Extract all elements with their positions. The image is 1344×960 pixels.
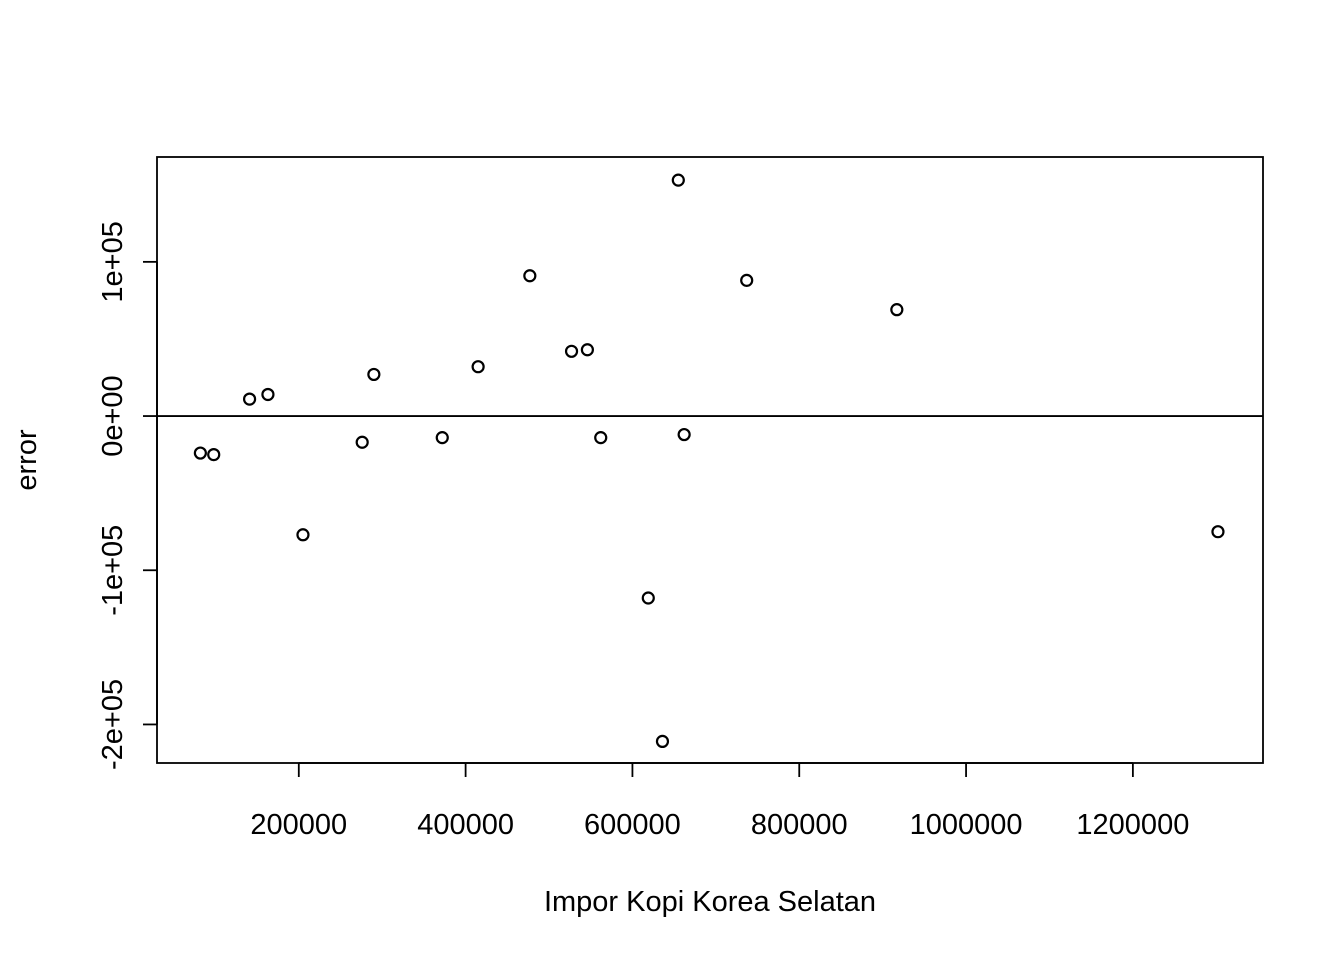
y-tick-label: 0e+00 [97,375,129,456]
data-point [193,446,207,460]
x-tick-label: 1200000 [1076,809,1189,841]
data-point [523,269,537,283]
data-point [435,431,449,445]
x-tick-label: 800000 [751,809,848,841]
data-point [296,528,310,542]
data-points [193,173,1225,749]
data-point [671,173,685,187]
y-axis: -2e+05 -1e+05 0e+00 1e+05 [97,221,158,770]
data-point [594,431,608,445]
data-point [641,591,655,605]
data-point [355,435,369,449]
data-point [242,392,257,406]
x-tick-label: 400000 [417,809,514,841]
data-point [740,273,754,287]
data-point [677,427,691,442]
data-point [471,360,485,374]
plot-frame [156,156,1264,764]
y-tick-label: 1e+05 [97,221,129,302]
x-axis: 200000 400000 600000 800000 1000000 1200000 [250,762,1189,841]
data-point [261,387,275,402]
y-tick-label: -2e+05 [97,679,129,770]
data-point [1211,525,1225,539]
y-axis-label: error [11,429,43,491]
data-point [207,448,221,462]
data-point [580,343,594,357]
data-point [367,367,381,382]
data-point [564,344,579,358]
data-point [655,734,670,749]
y-tick-label: -1e+05 [97,525,129,616]
x-tick-label: 1000000 [910,809,1023,841]
x-tick-label: 200000 [250,809,347,841]
x-axis-label: Impor Kopi Korea Selatan [544,886,876,918]
data-point [890,303,904,317]
x-tick-label: 600000 [584,809,681,841]
